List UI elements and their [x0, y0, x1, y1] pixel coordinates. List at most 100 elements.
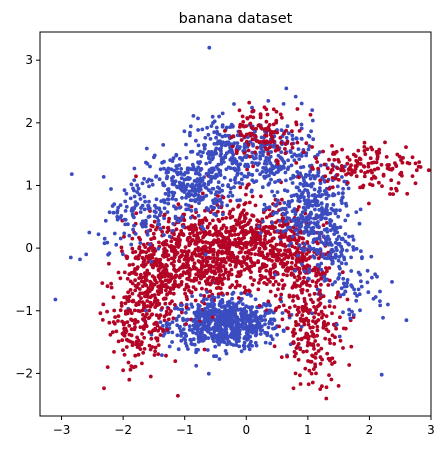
data-point	[156, 246, 161, 251]
data-point	[183, 171, 188, 175]
data-point	[336, 178, 341, 182]
axes-frame	[39, 31, 432, 417]
data-point	[295, 313, 299, 317]
data-point	[239, 171, 244, 176]
data-point	[315, 251, 320, 256]
data-point	[107, 251, 112, 256]
data-point	[143, 245, 148, 250]
data-point	[298, 284, 302, 288]
data-point	[342, 168, 346, 173]
data-point	[273, 293, 278, 298]
data-point	[258, 324, 263, 329]
data-point	[287, 313, 292, 318]
data-point	[309, 371, 314, 376]
data-point	[204, 317, 209, 322]
data-point	[300, 281, 305, 286]
data-point	[186, 191, 191, 196]
data-point	[152, 275, 157, 280]
data-point	[308, 283, 312, 288]
data-point	[325, 179, 330, 184]
data-point	[380, 184, 384, 189]
data-point	[303, 242, 307, 247]
data-point	[166, 225, 171, 230]
data-point	[307, 270, 312, 274]
data-point	[231, 134, 236, 139]
data-point	[264, 206, 269, 210]
data-point	[321, 252, 325, 256]
data-point	[259, 194, 263, 199]
data-point	[331, 164, 335, 169]
data-point	[227, 270, 232, 275]
data-point	[136, 256, 141, 261]
data-point	[160, 306, 165, 310]
data-point	[386, 166, 391, 171]
data-point	[167, 234, 172, 239]
data-point	[205, 306, 210, 310]
data-point	[322, 227, 327, 232]
data-point	[204, 245, 209, 250]
data-point	[242, 134, 247, 139]
data-point	[372, 167, 377, 172]
data-point	[281, 206, 285, 211]
data-point	[229, 342, 233, 346]
data-point	[377, 147, 382, 152]
data-point	[168, 301, 172, 306]
data-point	[279, 235, 284, 240]
data-point	[235, 173, 240, 177]
data-point	[311, 267, 316, 272]
data-point	[366, 164, 371, 169]
data-point	[220, 297, 225, 302]
data-point	[311, 167, 315, 171]
data-point	[210, 248, 214, 252]
data-point	[282, 131, 286, 136]
data-point	[146, 260, 151, 264]
data-point	[226, 194, 231, 199]
data-point	[341, 310, 345, 315]
data-point	[124, 337, 129, 342]
data-point	[207, 221, 212, 226]
data-point	[358, 207, 363, 212]
data-point	[207, 188, 211, 193]
data-point	[279, 128, 284, 133]
data-point	[257, 303, 262, 308]
data-point	[323, 336, 328, 341]
data-point	[290, 234, 295, 239]
data-point	[250, 282, 255, 287]
data-point	[324, 266, 328, 270]
data-point	[166, 201, 171, 206]
data-point	[232, 160, 237, 165]
data-point	[224, 229, 228, 234]
data-point	[163, 301, 168, 306]
data-point	[179, 229, 184, 233]
data-point	[149, 303, 154, 307]
data-point	[202, 294, 207, 298]
data-point	[144, 304, 149, 309]
data-point	[209, 190, 214, 195]
data-point	[332, 342, 337, 346]
data-point	[230, 227, 235, 231]
data-point	[190, 227, 195, 232]
data-point	[296, 185, 300, 190]
data-point	[209, 166, 214, 171]
data-point	[308, 341, 312, 346]
data-point	[184, 253, 189, 258]
data-point	[217, 205, 221, 210]
data-point	[290, 129, 294, 134]
data-point	[307, 368, 312, 373]
data-point	[314, 284, 319, 289]
data-point	[281, 303, 286, 308]
data-point	[404, 145, 408, 150]
data-point	[301, 254, 306, 259]
data-point	[254, 309, 259, 314]
data-point	[140, 340, 144, 344]
data-point	[84, 252, 89, 257]
data-point	[207, 321, 212, 326]
data-point	[238, 298, 243, 303]
data-point	[310, 311, 315, 316]
data-point	[303, 366, 308, 371]
data-point	[120, 338, 125, 343]
data-point	[226, 273, 231, 278]
data-point	[224, 216, 229, 220]
data-point	[312, 221, 317, 226]
data-point	[173, 359, 178, 363]
